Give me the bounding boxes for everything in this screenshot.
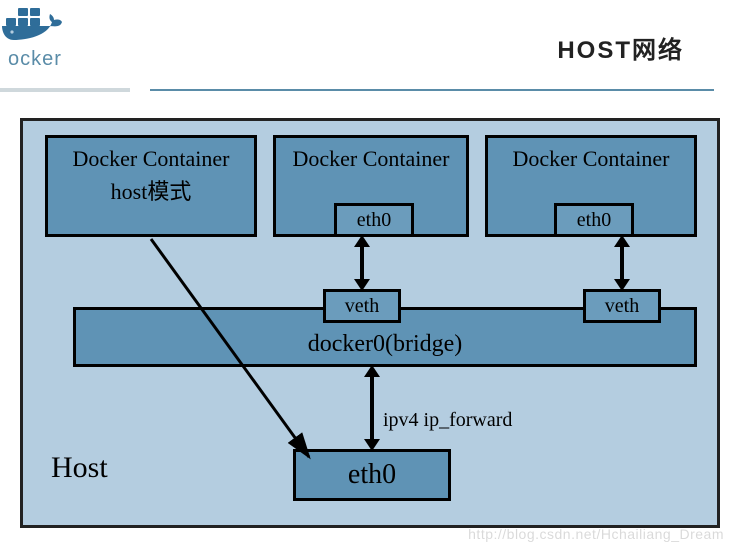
arrowhead-up xyxy=(364,365,380,377)
veth-b: veth xyxy=(583,289,661,323)
container-bridge-b: Docker Container eth0 xyxy=(485,135,697,237)
docker-logo: ocker xyxy=(0,0,70,71)
container-title: Docker Container xyxy=(488,146,694,172)
ip-forward-label: ipv4 ip_forward xyxy=(383,409,512,432)
arrowhead-down xyxy=(354,279,370,291)
header-underline xyxy=(0,88,744,92)
container-eth0: eth0 xyxy=(554,203,634,237)
logo-text: ocker xyxy=(8,48,62,71)
watermark: http://blog.csdn.net/Hchailiang_Dream xyxy=(468,526,724,542)
container-host-mode: Docker Container host模式 xyxy=(45,135,257,237)
page-title: HOST网络 xyxy=(557,30,684,65)
arrowhead-down xyxy=(364,439,380,451)
host-eth0: eth0 xyxy=(293,449,451,501)
arrow-line xyxy=(370,369,374,447)
network-diagram: Docker Container host模式 Docker Container… xyxy=(20,118,720,528)
veth-a: veth xyxy=(323,289,401,323)
host-label: Host xyxy=(51,451,108,485)
container-bridge-a: Docker Container eth0 xyxy=(273,135,469,237)
container-title: Docker Container xyxy=(276,146,466,172)
arrowhead-up xyxy=(614,235,630,247)
whale-icon xyxy=(0,0,70,48)
container-eth0: eth0 xyxy=(334,203,414,237)
container-subtitle: host模式 xyxy=(48,174,254,206)
arrowhead-down xyxy=(614,279,630,291)
arrowhead-up xyxy=(354,235,370,247)
container-title: Docker Container xyxy=(48,146,254,172)
